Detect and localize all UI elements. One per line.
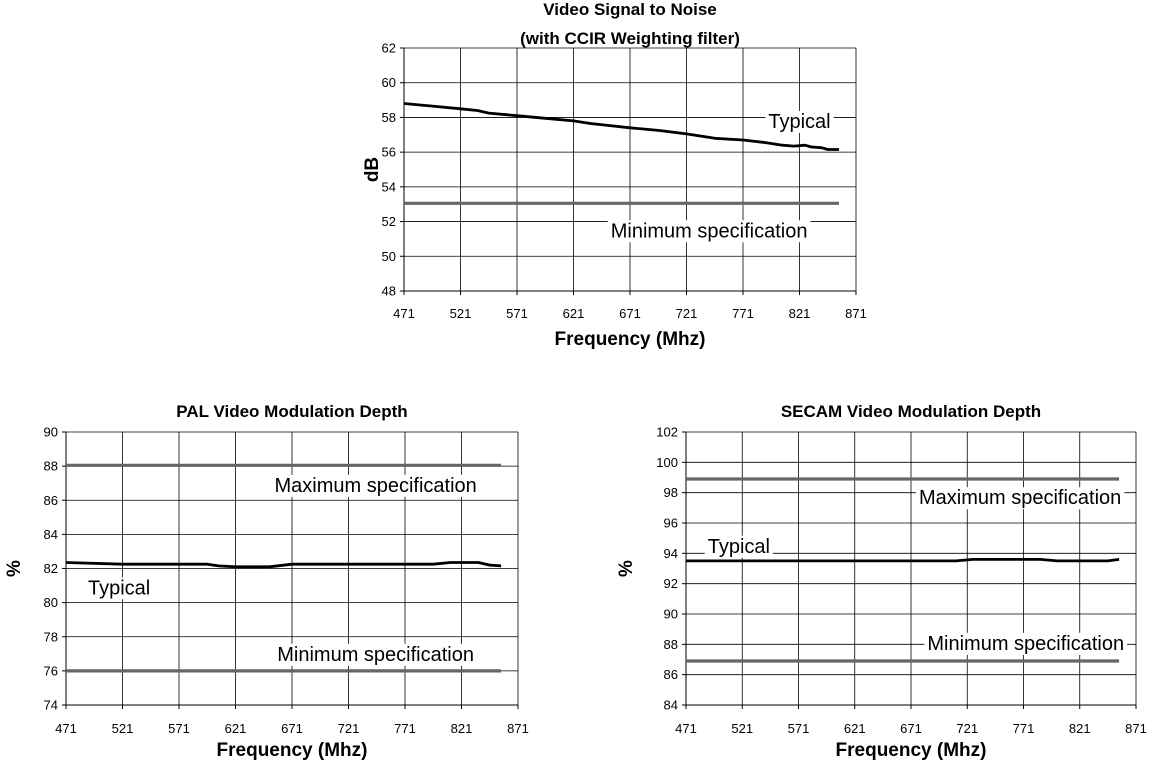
y-tick-label: 92 [664,576,678,591]
y-tick-label: 88 [44,459,58,474]
y-tick-label: 102 [656,425,678,440]
annotation-background [607,220,811,243]
y-tick-label: 52 [382,214,396,229]
y-tick-label: 56 [382,145,396,160]
annotation-background [915,487,1125,510]
x-tick-label: 771 [732,306,754,321]
annotation-background [274,643,477,666]
x-tick-label: 721 [676,306,698,321]
y-axis-label: dB [362,157,383,182]
x-tick-label: 721 [338,721,360,736]
annotation-maximum-specification: Maximum specification [919,487,1121,509]
x-axis-label: Frequency (Mhz) [555,329,706,350]
y-tick-label: 76 [44,663,58,678]
x-tick-label: 871 [1125,721,1147,736]
chart-secam-video-modulation-depth: 84 86 88 90 92 94 96 98 100 102 471 521 571 621 671 721… [616,402,1147,761]
x-tick-label: 621 [225,721,247,736]
y-tick-label: 80 [44,595,58,610]
y-tick-label: 84 [44,527,58,542]
chart-title: SECAM Video Modulation Depth [781,402,1041,421]
y-axis-label: % [616,560,637,577]
y-tick-label: 84 [664,698,678,713]
x-tick-label: 821 [789,306,811,321]
series-line-typical [686,558,1120,563]
y-tick-label: 48 [382,284,396,299]
annotation-background [924,632,1128,655]
x-tick-label: 571 [506,306,528,321]
y-tick-label: 98 [664,485,678,500]
x-tick-label: 621 [563,306,585,321]
y-tick-label: 100 [656,455,678,470]
x-tick-label: 821 [451,721,473,736]
y-tick-label: 74 [44,698,58,713]
chart-subtitle: (with CCIR Weighting filter) [520,29,740,48]
annotation-typical: Typical [88,577,150,599]
x-tick-label: 571 [788,721,810,736]
chart-pal-video-modulation-depth: 74 76 78 80 82 84 86 88 90 471 521 571 621 671 721 771 8… [4,402,529,761]
y-tick-label: 54 [382,179,396,194]
y-tick-label: 96 [664,516,678,531]
y-tick-label: 90 [664,607,678,622]
x-tick-label: 871 [507,721,529,736]
y-tick-label: 62 [382,41,396,56]
y-tick-label: 50 [382,249,396,264]
x-tick-label: 771 [1013,721,1035,736]
series-line-typical [403,102,839,151]
annotation-minimum-specification: Minimum specification [611,220,808,242]
y-tick-label: 86 [664,667,678,682]
x-tick-label: 821 [1069,721,1091,736]
x-tick-label: 521 [731,721,753,736]
chart-video-signal-to-noise: 48 50 52 54 56 58 60 62 471 521 571 621 671 721 771 821… [362,0,867,350]
x-tick-label: 621 [844,721,866,736]
x-tick-label: 521 [112,721,134,736]
annotation-background [704,535,773,558]
annotation-background [765,110,834,133]
x-tick-label: 771 [394,721,416,736]
y-tick-label: 60 [382,75,396,90]
annotation-minimum-specification: Minimum specification [277,644,474,666]
x-tick-label: 571 [168,721,190,736]
annotation-maximum-specification: Maximum specification [274,475,476,497]
x-tick-label: 471 [393,306,415,321]
x-axis-label: Frequency (Mhz) [217,740,368,761]
x-tick-label: 671 [281,721,303,736]
y-tick-label: 58 [382,110,396,125]
y-tick-label: 82 [44,561,58,576]
annotation-background [84,577,154,600]
annotation-background [271,474,480,497]
y-tick-label: 88 [664,637,678,652]
y-axis-label: % [4,560,25,577]
annotation-minimum-specification: Minimum specification [927,633,1124,655]
x-axis-label: Frequency (Mhz) [836,740,987,761]
x-tick-label: 671 [900,721,922,736]
x-tick-label: 471 [55,721,77,736]
x-tick-label: 721 [956,721,978,736]
series-line-typical [65,561,502,569]
x-tick-label: 671 [619,306,641,321]
x-tick-label: 871 [845,306,867,321]
annotation-typical: Typical [768,111,830,133]
annotation-typical: Typical [708,536,770,558]
x-tick-label: 521 [450,306,472,321]
chart-title: PAL Video Modulation Depth [176,402,407,421]
y-tick-label: 90 [44,425,58,440]
y-tick-label: 86 [44,493,58,508]
chart-title: Video Signal to Noise [543,0,717,19]
y-tick-label: 94 [664,546,678,561]
x-tick-label: 471 [675,721,697,736]
y-tick-label: 78 [44,629,58,644]
